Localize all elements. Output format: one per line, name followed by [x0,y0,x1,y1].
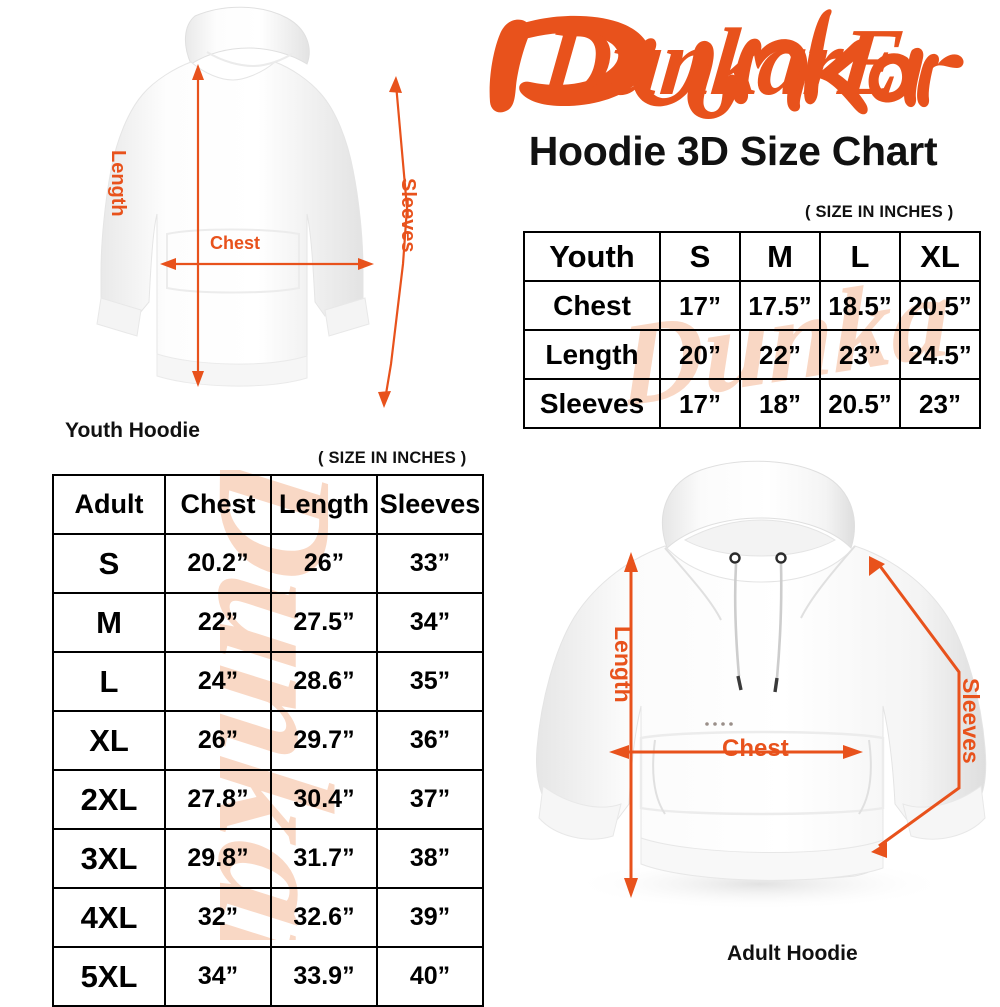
adult-size-5xl: 5XL [52,946,166,1007]
table-row: 3XL 29.8” 31.7” 38” [52,828,484,889]
youth-chest-m: 17.5” [739,280,821,331]
youth-col-xl: XL [899,231,981,282]
adult-chest-4xl: 32” [164,887,272,948]
adult-hoodie-illustration [525,452,995,932]
adult-chest-2xl: 27.8” [164,769,272,830]
adult-col-chest: Chest [164,474,272,535]
youth-sleeves-l: 20.5” [819,378,901,429]
youth-sleeves-m: 18” [739,378,821,429]
adult-sleeves-label: Sleeves [958,678,984,764]
table-row-header: Youth S M L XL [523,231,981,282]
youth-units-note: ( SIZE IN INCHES ) [805,203,954,221]
table-row: 5XL 34” 33.9” 40” [52,946,484,1007]
adult-size-xl: XL [52,710,166,771]
adult-size-table: Adult Chest Length Sleeves S 20.2” 26” 3… [52,474,484,1007]
adult-size-2xl: 2XL [52,769,166,830]
adult-chest-s: 20.2” [164,533,272,594]
adult-col-length: Length [270,474,378,535]
adult-sleeves-3xl: 38” [376,828,484,889]
youth-row-label-sleeves: Sleeves [523,378,661,429]
adult-sleeves-m: 34” [376,592,484,653]
adult-chest-m: 22” [164,592,272,653]
table-row: 2XL 27.8” 30.4” 37” [52,769,484,830]
adult-units-note: ( SIZE IN INCHES ) [318,449,467,467]
table-row: L 24” 28.6” 35” [52,651,484,712]
table-row-header: Adult Chest Length Sleeves [52,474,484,535]
youth-length-s: 20” [659,329,741,380]
dunkare-logo [478,6,978,126]
adult-chest-3xl: 29.8” [164,828,272,889]
youth-sleeves-label: Sleeves [397,178,419,253]
youth-size-table: Youth S M L XL Chest 17” 17.5” 18.5” 20.… [523,231,981,429]
adult-chest-label: Chest [722,735,789,762]
adult-length-xl: 29.7” [270,710,378,771]
youth-chest-l: 18.5” [819,280,901,331]
adult-length-3xl: 31.7” [270,828,378,889]
adult-length-label: Length [610,626,636,703]
youth-length-label: Length [107,150,129,217]
table-row: Chest 17” 17.5” 18.5” 20.5” [523,280,981,331]
youth-length-m: 22” [739,329,821,380]
adult-sleeves-5xl: 40” [376,946,484,1007]
adult-col-sleeves: Sleeves [376,474,484,535]
youth-col-l: L [819,231,901,282]
adult-length-m: 27.5” [270,592,378,653]
youth-col-s: S [659,231,741,282]
adult-length-2xl: 30.4” [270,769,378,830]
youth-corner-label: Youth [523,231,661,282]
youth-sleeves-s: 17” [659,378,741,429]
youth-hoodie-caption: Youth Hoodie [65,419,200,442]
adult-length-s: 26” [270,533,378,594]
adult-length-l: 28.6” [270,651,378,712]
adult-chest-xl: 26” [164,710,272,771]
adult-size-3xl: 3XL [52,828,166,889]
youth-hoodie-illustration [55,2,475,410]
youth-length-xl: 24.5” [899,329,981,380]
adult-length-4xl: 32.6” [270,887,378,948]
youth-sleeves-xl: 23” [899,378,981,429]
youth-length-l: 23” [819,329,901,380]
adult-size-l: L [52,651,166,712]
youth-row-label-length: Length [523,329,661,380]
table-row: S 20.2” 26” 33” [52,533,484,594]
adult-size-s: S [52,533,166,594]
table-row: Sleeves 17” 18” 20.5” 23” [523,378,981,429]
adult-chest-l: 24” [164,651,272,712]
adult-sleeves-2xl: 37” [376,769,484,830]
youth-col-m: M [739,231,821,282]
adult-sleeves-xl: 36” [376,710,484,771]
youth-chest-xl: 20.5” [899,280,981,331]
adult-sleeves-4xl: 39” [376,887,484,948]
adult-sleeves-l: 35” [376,651,484,712]
table-row: M 22” 27.5” 34” [52,592,484,653]
adult-sleeves-s: 33” [376,533,484,594]
youth-chest-s: 17” [659,280,741,331]
adult-hoodie-caption: Adult Hoodie [727,942,858,965]
adult-col-size: Adult [52,474,166,535]
page-title: Hoodie 3D Size Chart [528,128,938,174]
table-row: 4XL 32” 32.6” 39” [52,887,484,948]
youth-chest-label: Chest [210,233,261,253]
adult-chest-5xl: 34” [164,946,272,1007]
table-row: XL 26” 29.7” 36” [52,710,484,771]
adult-length-5xl: 33.9” [270,946,378,1007]
adult-size-m: M [52,592,166,653]
youth-row-label-chest: Chest [523,280,661,331]
table-row: Length 20” 22” 23” 24.5” [523,329,981,380]
adult-size-4xl: 4XL [52,887,166,948]
